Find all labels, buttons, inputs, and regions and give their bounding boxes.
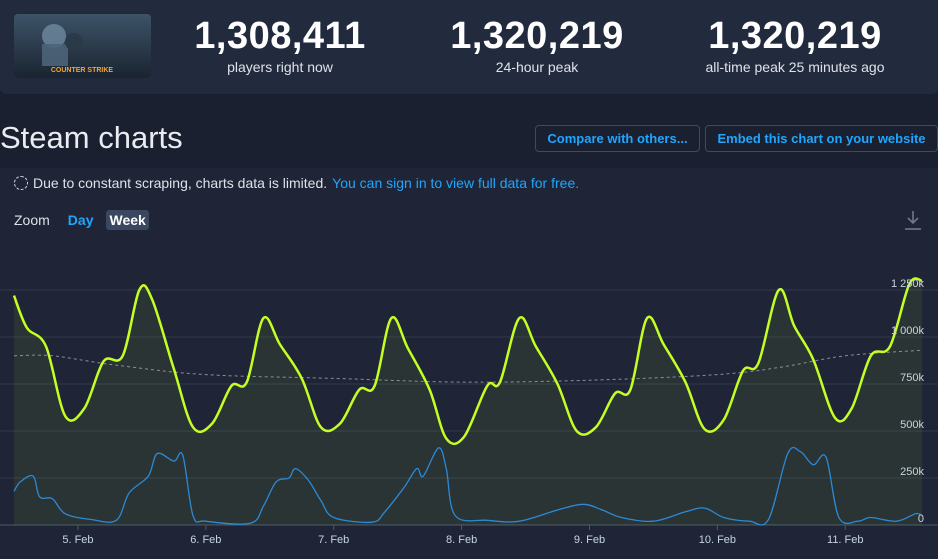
players-line (12, 277, 923, 446)
download-icon[interactable] (904, 209, 922, 231)
x-tick-label: 11. Feb (827, 534, 864, 546)
x-tick-label: 9. Feb (574, 534, 605, 546)
embed-chart-button[interactable]: Embed this chart on your website (705, 125, 938, 152)
stat-24h-peak: 1,320,219 24-hour peak (437, 14, 637, 76)
game-cover-image[interactable]: COUNTER STRIKE (14, 14, 151, 78)
stat-all-time-peak: 1,320,219 all-time peak 25 minutes ago (680, 14, 910, 76)
chart-panel (0, 168, 938, 559)
zoom-day-button[interactable]: Day (67, 212, 94, 228)
stat-label: players right now (227, 59, 333, 75)
zoom-week-button[interactable]: Week (106, 210, 149, 230)
zoom-controls: Zoom Day Week (14, 210, 159, 230)
player-count-chart[interactable]: 0 250k 500k 750k 1 000k 1 250k 5. Feb 6. Feb 7.… (0, 240, 938, 559)
stat-label: all-time peak 25 minutes ago (705, 59, 885, 75)
notice-text: Due to constant scraping, charts data is… (33, 175, 328, 191)
twitch-line (13, 446, 923, 526)
players-area (14, 278, 922, 525)
stat-value: 1,308,411 (194, 15, 366, 57)
compare-button[interactable]: Compare with others... (535, 125, 700, 152)
y-tick-label: 1 250k (891, 278, 925, 290)
loading-icon (14, 176, 28, 190)
x-axis-ticks: 5. Feb 6. Feb 7. Feb 8. Feb 9. Feb 10. Feb 11.… (62, 525, 864, 546)
stat-label: 24-hour peak (495, 59, 579, 75)
page-title: Steam charts (0, 120, 183, 155)
x-tick-label: 6. Feb (190, 534, 221, 546)
header-bar: COUNTER STRIKE 1,308,411 players right n… (0, 0, 938, 94)
data-limit-notice: Due to constant scraping, charts data is… (14, 175, 579, 191)
stat-value: 1,320,219 (450, 15, 624, 57)
y-tick-label: 0 (918, 513, 924, 525)
y-axis-ticks: 0 250k 500k 750k 1 000k 1 250k (891, 278, 925, 525)
y-tick-label: 750k (900, 372, 924, 384)
sign-in-link[interactable]: You can sign in to view full data for fr… (332, 175, 580, 191)
average-line (13, 349, 923, 383)
y-tick-label: 250k (900, 466, 924, 478)
stat-value: 1,320,219 (708, 15, 882, 57)
x-tick-label: 5. Feb (62, 534, 93, 546)
y-tick-label: 500k (900, 419, 924, 431)
y-tick-label: 1 000k (891, 325, 925, 337)
stat-current-players: 1,308,411 players right now (180, 14, 380, 76)
zoom-label: Zoom (14, 212, 50, 228)
game-logo-text: COUNTER STRIKE (51, 67, 114, 74)
x-tick-label: 7. Feb (318, 534, 349, 546)
x-tick-label: 8. Feb (446, 534, 477, 546)
x-tick-label: 10. Feb (699, 534, 736, 546)
